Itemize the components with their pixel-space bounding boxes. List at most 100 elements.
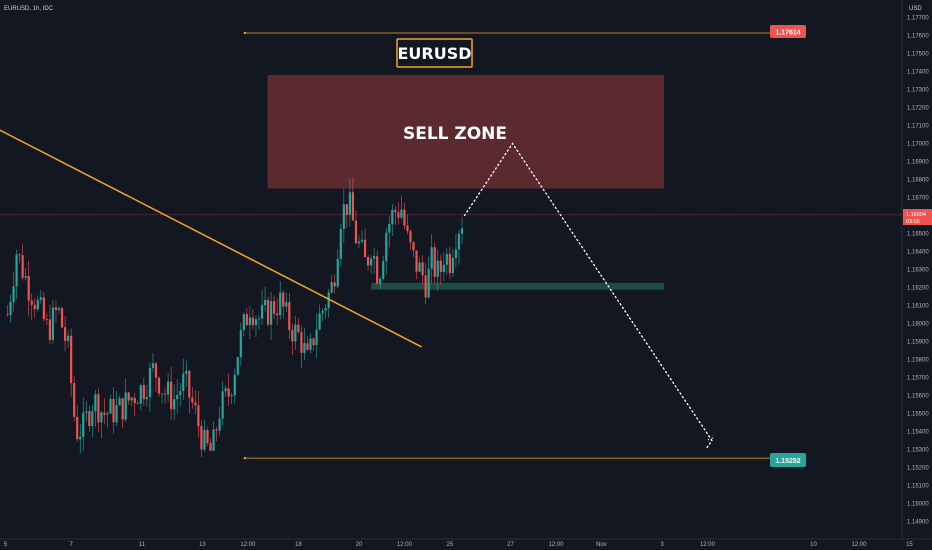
time-axis[interactable]: 5 7 11 13 12:00 18 20 12:00 25 27 12:00 Nov 3 12:00 10… [4, 542, 914, 548]
candle-body [427, 268, 430, 298]
upper-level-badge: 1.17614 [770, 25, 806, 38]
horizontal-level-anchor [243, 456, 247, 460]
trendline [0, 129, 422, 348]
price-tick-label: 1.17300 [907, 88, 929, 94]
candle [451, 249, 455, 277]
time-tick-label: 13 [199, 542, 206, 548]
candle [206, 427, 209, 447]
candle-body [100, 412, 103, 423]
candle-body [403, 209, 406, 226]
candle [239, 322, 242, 367]
sell-zone-rect [267, 75, 664, 189]
candle [442, 251, 445, 282]
candle [188, 369, 191, 414]
candle-body [73, 383, 76, 417]
candle-body [148, 367, 152, 398]
candle-body [445, 253, 448, 265]
candle [254, 315, 258, 337]
candle [100, 411, 103, 439]
candle-body [127, 392, 130, 401]
candle [324, 304, 327, 320]
candle-body [370, 258, 373, 266]
candle-body [48, 319, 52, 340]
candle-body [124, 392, 127, 420]
candle [257, 314, 261, 330]
candle-body [21, 255, 24, 278]
candle [30, 293, 33, 321]
candle-body [51, 307, 55, 340]
candle [73, 375, 76, 422]
candle-body [94, 394, 97, 412]
candle-body [218, 418, 221, 431]
candle-body [300, 332, 303, 353]
candle-body [60, 308, 64, 328]
candle [124, 378, 127, 422]
candle [54, 300, 58, 323]
candle [130, 396, 133, 407]
candle [21, 244, 24, 281]
price-tick-label: 1.17500 [907, 52, 929, 58]
candle [45, 313, 48, 326]
candle [270, 291, 273, 341]
price-tick-label: 1.16300 [907, 268, 929, 274]
price-axis[interactable]: 1.17700 1.17600 1.17500 1.17400 1.17300 1.172… [907, 16, 929, 526]
candle-body [57, 308, 61, 311]
candle [245, 307, 248, 326]
candle-body [251, 317, 255, 326]
candle [48, 304, 52, 344]
candle-body [418, 262, 421, 272]
candle-body [330, 282, 333, 293]
candle [415, 250, 418, 280]
price-tick-label: 1.17000 [907, 142, 929, 148]
candle-body [436, 260, 439, 277]
candle-body [36, 299, 39, 310]
candle [439, 254, 442, 285]
candle [60, 306, 64, 329]
candle [63, 316, 67, 352]
zones-layer [267, 75, 664, 290]
candle-body [421, 262, 424, 276]
candle [385, 227, 388, 275]
candle [336, 248, 339, 289]
candle-body [297, 324, 300, 333]
candle [403, 202, 406, 230]
candle-body [54, 307, 58, 311]
candle [82, 397, 85, 451]
price-tick-label: 1.15000 [907, 502, 929, 508]
levels-layer [0, 31, 902, 460]
price-tick-label: 1.16400 [907, 250, 929, 256]
candle [118, 395, 121, 406]
candle-body [248, 317, 251, 326]
candle-body [236, 357, 239, 375]
price-tick-label: 1.16700 [907, 196, 929, 202]
candle-body [339, 228, 342, 259]
candle-body [130, 397, 133, 401]
candle-body [176, 395, 179, 400]
candle-body [457, 233, 461, 250]
candle [406, 214, 409, 235]
candle-body [270, 301, 273, 325]
candle [288, 293, 291, 340]
candle-body [227, 388, 230, 397]
candle-body [263, 300, 267, 306]
time-tick-label: 12:00 [240, 542, 256, 548]
candle [282, 290, 285, 319]
candle [51, 299, 55, 344]
candle-body [118, 398, 121, 406]
candle [276, 298, 279, 326]
current-price-value: 1.16604 [906, 212, 926, 218]
candle-body [206, 430, 209, 444]
candle-body [215, 429, 218, 431]
support-zone-rect [371, 282, 664, 290]
candle-body [318, 313, 321, 330]
lower-level-badge-bg [770, 453, 806, 467]
candle-body [157, 377, 161, 394]
candle [24, 268, 27, 281]
candle [57, 306, 61, 314]
candle-body [63, 327, 67, 341]
candle [42, 291, 45, 322]
candle-body [242, 314, 245, 331]
candle-body [412, 242, 415, 251]
time-tick-label: Nov [596, 542, 607, 548]
